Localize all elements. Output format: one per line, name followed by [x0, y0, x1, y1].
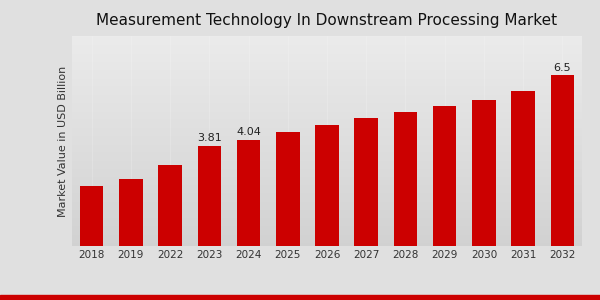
Bar [472, 100, 496, 246]
Bar [237, 140, 260, 246]
Bar [158, 165, 182, 246]
Y-axis label: Market Value in USD Billion: Market Value in USD Billion [58, 65, 68, 217]
Bar [80, 186, 103, 246]
Title: Measurement Technology In Downstream Processing Market: Measurement Technology In Downstream Pro… [97, 13, 557, 28]
Bar [315, 125, 339, 246]
Bar [276, 132, 299, 246]
Text: 3.81: 3.81 [197, 134, 221, 143]
Bar [394, 112, 417, 246]
Text: 6.5: 6.5 [554, 63, 571, 73]
Bar [551, 75, 574, 246]
Bar [433, 106, 457, 246]
Bar [197, 146, 221, 246]
Bar [511, 91, 535, 246]
Bar [119, 179, 143, 246]
Text: 4.04: 4.04 [236, 127, 261, 137]
Bar [355, 118, 378, 246]
